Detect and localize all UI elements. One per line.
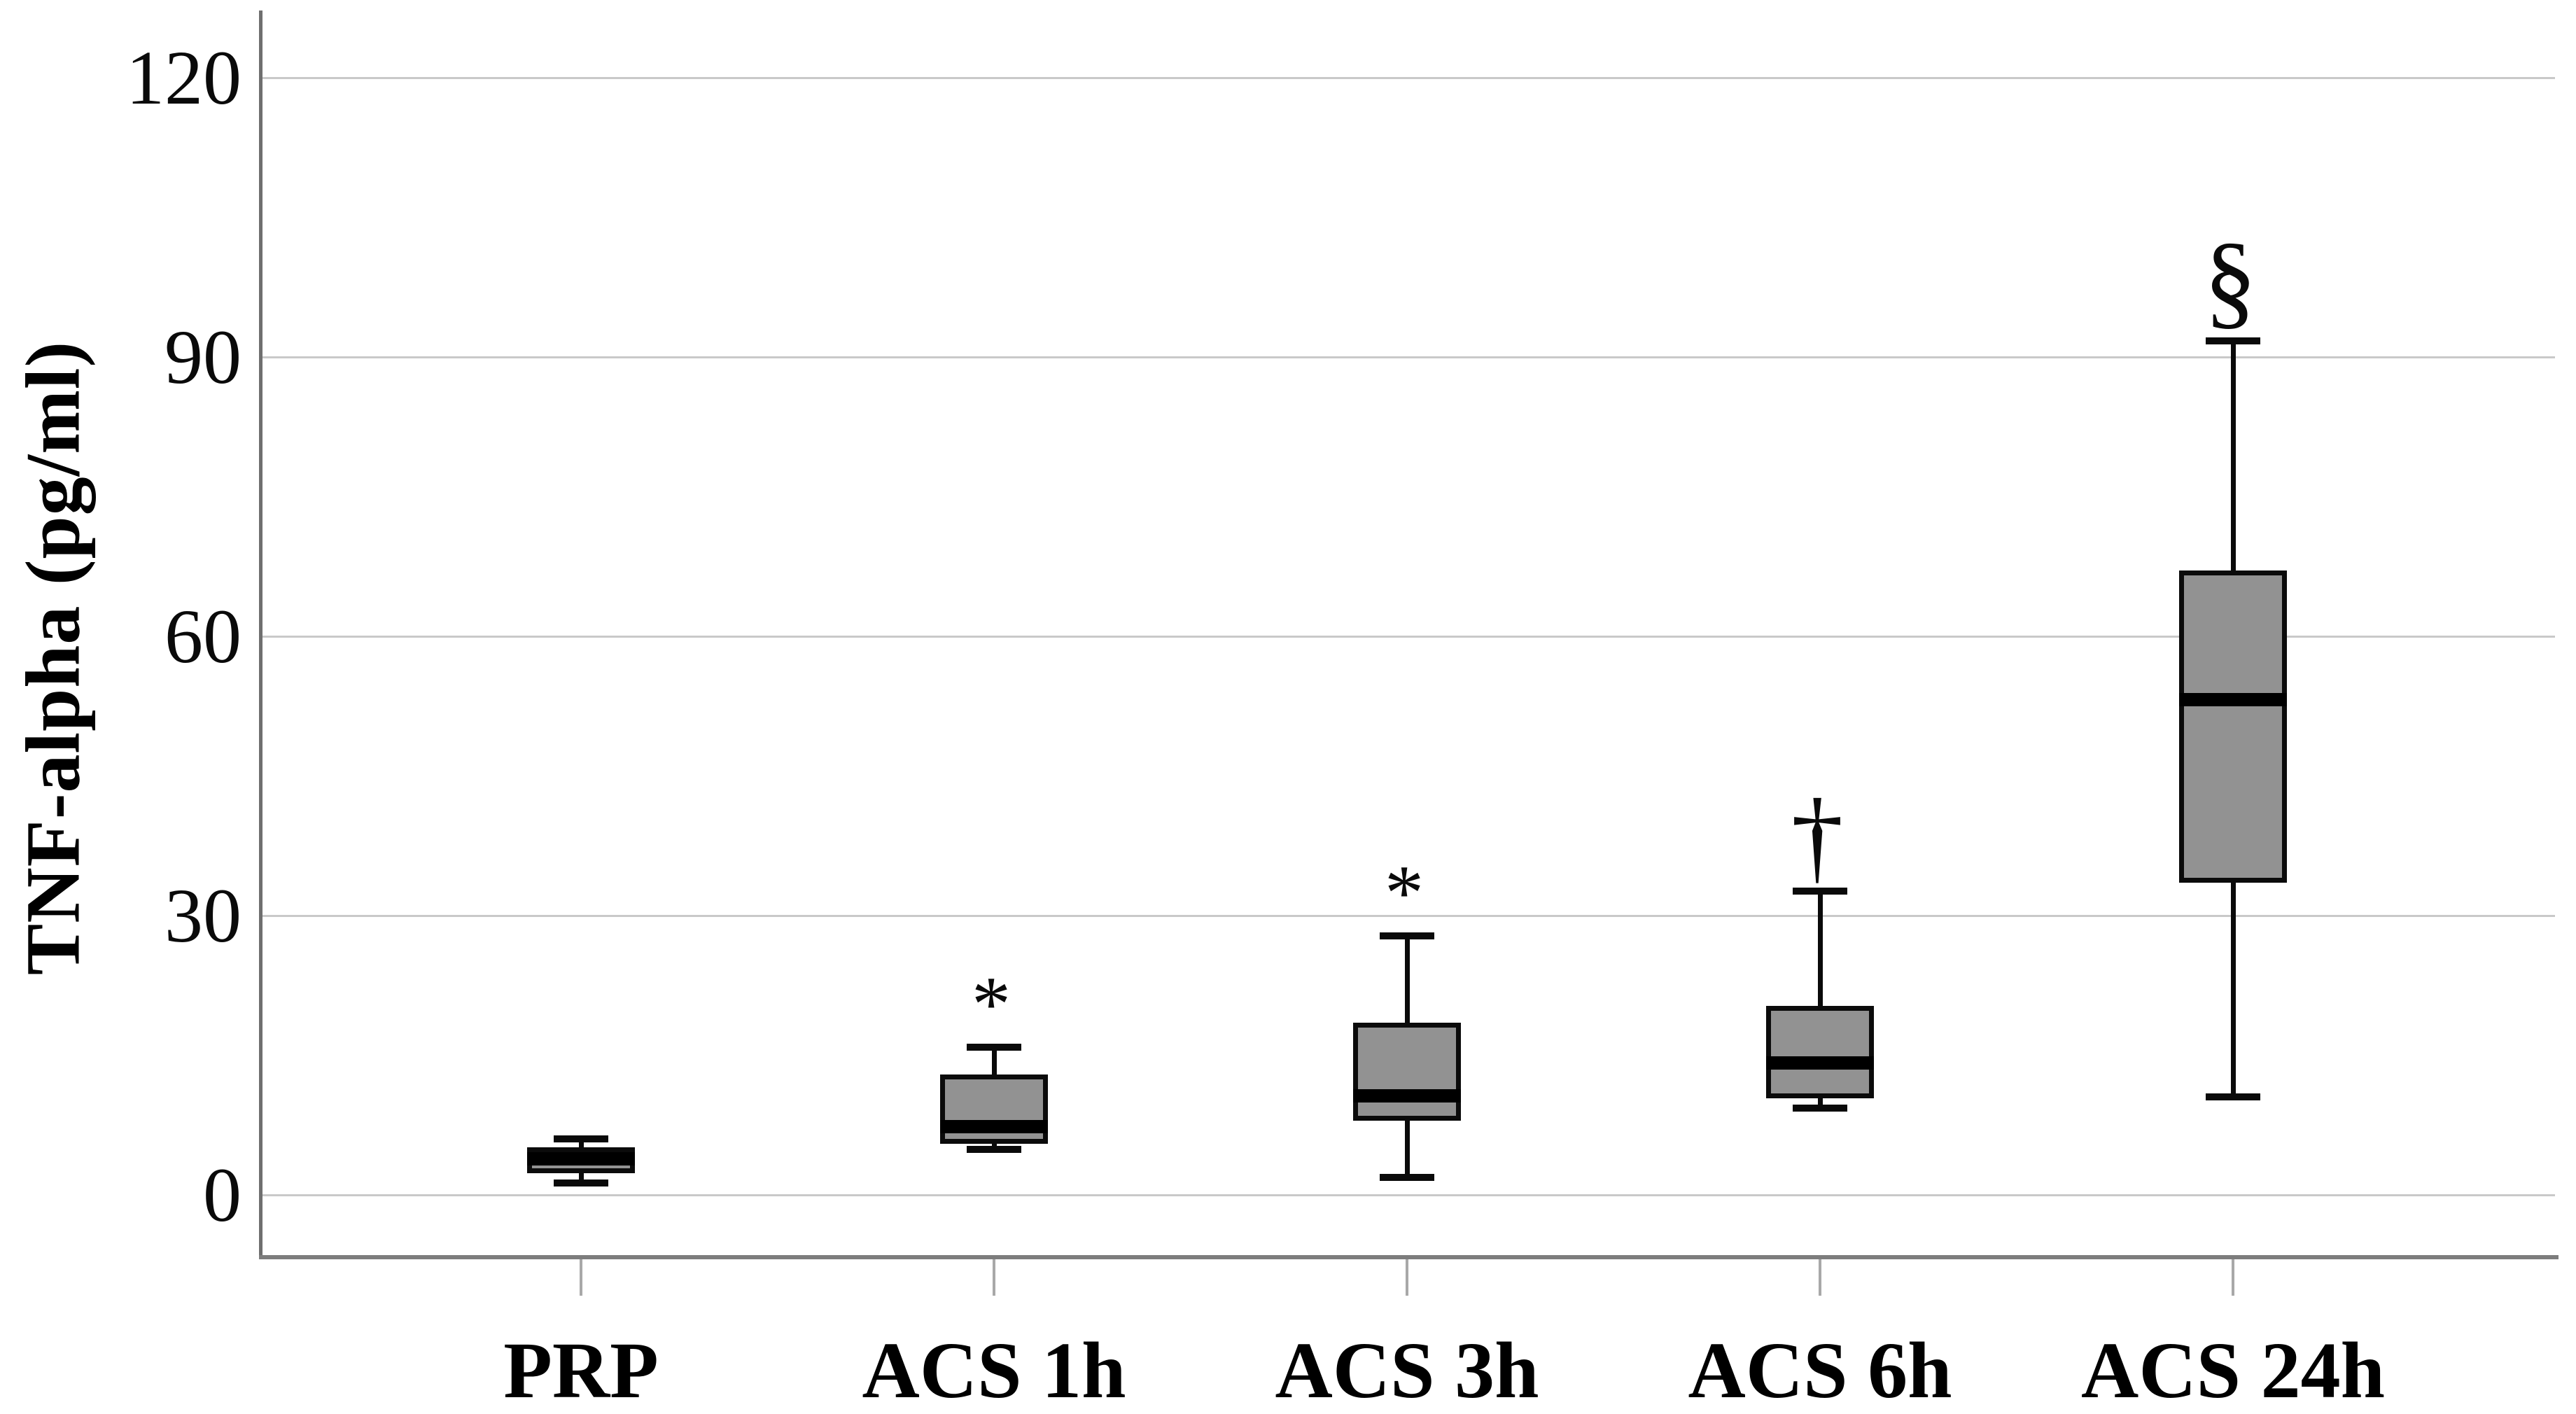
category-label-acs-6h: ACS 6h <box>1688 1326 1952 1414</box>
upper-whisker-cap-prp <box>554 1135 608 1142</box>
upper-whisker-cap-acs-1h <box>967 1044 1021 1051</box>
lower-whisker-cap-prp <box>554 1180 608 1186</box>
gridline-60 <box>262 636 2555 638</box>
whisker-line-acs-6h <box>1818 891 1823 1108</box>
upper-whisker-cap-acs-24h <box>2206 337 2260 344</box>
lower-whisker-cap-acs-6h <box>1793 1105 1847 1112</box>
median-line-prp <box>527 1152 635 1166</box>
median-line-acs-6h <box>1766 1056 1874 1070</box>
box-acs-3h <box>1353 1023 1461 1121</box>
x-tick-mark-prp <box>580 1259 582 1296</box>
median-line-acs-3h <box>1353 1089 1461 1102</box>
significance-symbol-acs-1h: * <box>972 961 1011 1048</box>
significance-symbol-acs-3h: * <box>1385 850 1424 937</box>
box-acs-24h <box>2179 570 2287 883</box>
category-label-acs-24h: ACS 24h <box>2081 1326 2385 1414</box>
y-tick-label-90: 90 <box>164 314 241 400</box>
x-axis-line <box>259 1255 2558 1259</box>
x-tick-mark-acs-24h <box>2232 1259 2234 1296</box>
box-acs-6h <box>1766 1006 1874 1098</box>
lower-whisker-cap-acs-3h <box>1380 1174 1434 1181</box>
lower-whisker-cap-acs-1h <box>967 1146 1021 1153</box>
y-tick-label-120: 120 <box>126 35 241 120</box>
gridline-120 <box>262 77 2555 79</box>
median-line-acs-1h <box>940 1120 1048 1133</box>
x-tick-mark-acs-3h <box>1406 1259 1408 1296</box>
upper-whisker-cap-acs-3h <box>1380 932 1434 939</box>
significance-symbol-acs-6h: † <box>1791 778 1844 894</box>
x-tick-mark-acs-6h <box>1819 1259 1821 1296</box>
category-label-prp: PRP <box>503 1326 659 1414</box>
gridline-90 <box>262 356 2555 358</box>
lower-whisker-cap-acs-24h <box>2206 1093 2260 1100</box>
y-tick-label-0: 0 <box>203 1152 241 1238</box>
box-acs-1h <box>940 1074 1048 1144</box>
gridline-30 <box>262 915 2555 917</box>
x-tick-mark-acs-1h <box>993 1259 995 1296</box>
median-line-acs-24h <box>2179 693 2287 706</box>
y-axis-line <box>259 10 262 1257</box>
category-label-acs-1h: ACS 1h <box>862 1326 1126 1414</box>
upper-whisker-cap-acs-6h <box>1793 888 1847 895</box>
y-tick-label-60: 60 <box>164 594 241 679</box>
y-tick-label-30: 30 <box>164 873 241 958</box>
gridline-0 <box>262 1194 2555 1196</box>
significance-symbol-acs-24h: § <box>2204 221 2257 339</box>
category-label-acs-3h: ACS 3h <box>1275 1326 1539 1414</box>
